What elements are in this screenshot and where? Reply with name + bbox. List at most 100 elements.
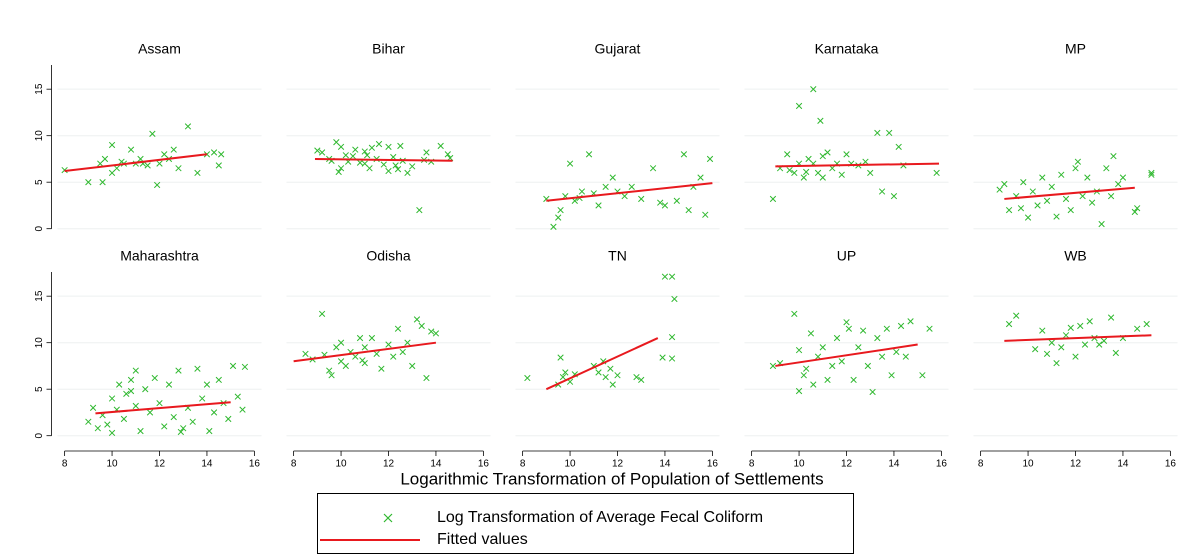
point [671,295,678,303]
point [132,402,139,410]
point [399,348,406,356]
point [127,146,135,153]
point [864,362,872,370]
point [352,353,359,360]
point [673,197,680,204]
point [769,362,777,370]
point [210,409,218,416]
point [996,186,1003,193]
x-tick-label: 16 [249,459,261,470]
point [380,161,387,168]
point [838,171,845,178]
fit-line [775,162,940,168]
point [337,339,345,346]
point [1131,208,1138,216]
point [814,169,822,177]
point [385,341,392,348]
point [180,425,187,432]
x-tick-label: 14 [888,459,900,470]
point [1005,206,1013,214]
point [189,418,196,425]
x-tick-label: 10 [793,459,805,470]
point [706,155,714,163]
point [685,206,692,214]
point [385,143,392,151]
x-tick-label: 10 [564,459,576,470]
point [1005,320,1013,328]
point [702,211,709,218]
point [120,415,128,423]
point [108,141,116,149]
x-tick-label: 8 [520,459,526,470]
point [156,399,163,407]
point [314,147,321,154]
panel-title: Gujarat [595,41,641,57]
point [99,179,106,186]
point [810,381,817,388]
point [234,393,241,400]
point [933,169,940,177]
point [194,169,201,177]
point [161,423,168,430]
x-tick-label: 12 [841,459,853,470]
x-tick-label: 16 [707,459,719,470]
point [888,372,895,379]
point [1067,206,1074,214]
point [1143,320,1150,328]
point [1081,341,1089,348]
point [878,188,886,195]
point [225,415,232,423]
point [409,163,416,170]
point [1084,174,1091,181]
point [1048,183,1055,190]
point [104,421,111,428]
x-axis-label: Logarithmic Transformation of Population… [400,469,823,488]
point [144,162,151,169]
point [680,151,688,158]
y-tick-label: 10 [34,337,45,349]
point [127,387,135,395]
point [661,273,669,280]
point [165,381,173,388]
fit-line [1004,334,1152,342]
point [614,372,621,379]
point [335,168,342,176]
point [697,174,704,181]
point [874,129,881,137]
point [902,353,909,360]
point [843,151,850,158]
point [194,365,201,372]
point [423,374,430,382]
point [661,202,669,209]
point [824,376,831,384]
point [210,149,218,156]
point [769,195,777,203]
point [428,328,435,335]
point [893,348,900,356]
point [241,363,249,371]
point [1029,188,1036,195]
point [392,162,399,169]
point [819,152,826,160]
point [1110,152,1117,160]
point [659,354,666,361]
point [795,387,803,395]
point [137,427,144,435]
point [94,425,101,432]
point [85,418,92,425]
legend-marker [383,513,393,523]
point [409,362,416,370]
point [1112,349,1119,357]
point [791,310,798,318]
point [229,362,237,370]
point [390,353,397,360]
point [562,369,569,376]
point [397,142,404,150]
point [423,149,430,156]
point [1053,359,1060,367]
point [146,409,154,416]
point [1103,165,1110,172]
x-tick-label: 12 [154,459,166,470]
point [550,223,557,230]
